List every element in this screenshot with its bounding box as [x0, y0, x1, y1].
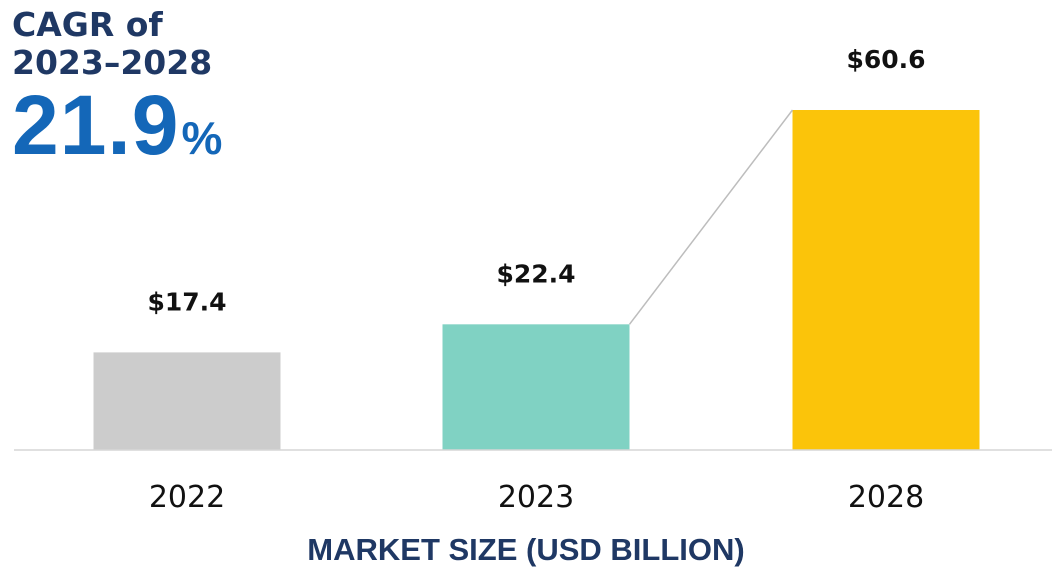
x-axis-title: MARKET SIZE (USD BILLION) [307, 532, 745, 567]
cagr-unit: % [181, 112, 223, 164]
x-tick-label-2022: 2022 [149, 480, 225, 515]
bar-2028 [792, 110, 980, 450]
cagr-value: 21.9% [12, 83, 223, 190]
value-label-2022: $17.4 [147, 287, 226, 316]
cagr-number: 21.9 [12, 78, 180, 172]
value-label-2023: $22.4 [496, 259, 575, 288]
cagr-block: CAGR of 2023–2028 21.9% [12, 6, 222, 190]
growth-connector-line [628, 109, 794, 325]
bar-2022 [93, 352, 281, 450]
x-tick-label-2028: 2028 [848, 480, 924, 515]
x-tick-label-2023: 2023 [498, 480, 574, 515]
cagr-label: CAGR of 2023–2028 [12, 5, 213, 82]
value-label-2028: $60.6 [846, 45, 925, 74]
bar-2023 [442, 324, 630, 450]
